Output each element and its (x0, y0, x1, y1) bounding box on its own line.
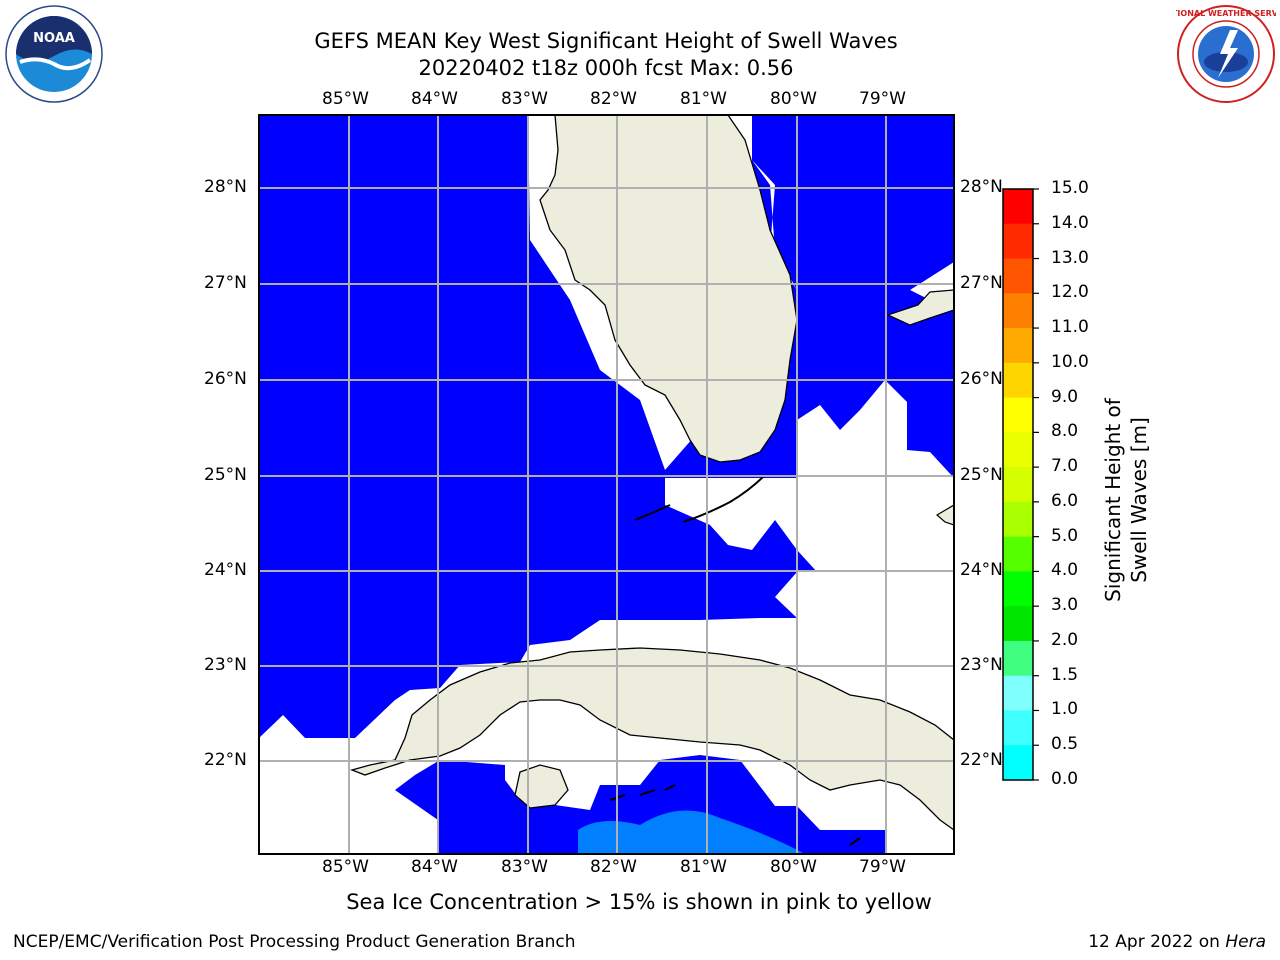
lat-label-left-26n: 26°N (204, 369, 247, 389)
colorbar-tick-label: 1.0 (1051, 699, 1079, 720)
svg-text:NATIONAL WEATHER SERVICE: NATIONAL WEATHER SERVICE (1176, 9, 1276, 18)
colorbar-tick-label: 0.5 (1051, 734, 1079, 755)
colorbar-tick-label: 11.0 (1051, 317, 1089, 338)
colorbar-tick-label: 15.0 (1051, 178, 1089, 198)
lat-label-left-25n: 25°N (204, 465, 247, 485)
colorbar-tick-label: 6.0 (1051, 490, 1079, 511)
lat-label-left-27n: 27°N (204, 273, 247, 293)
colorbar-tick-label: 4.0 (1051, 560, 1079, 581)
florida-landmass (539, 115, 798, 463)
lon-label-top-80w: 80°W (770, 89, 817, 109)
colorbar-swatch (1003, 571, 1033, 607)
lon-label-top-84w: 84°W (411, 89, 458, 109)
lon-label-bottom-81w: 81°W (680, 857, 727, 877)
lon-label-bottom-83w: 83°W (501, 857, 548, 877)
footer-host: Hera (1225, 932, 1266, 952)
lat-label-right-25n: 25°N (960, 465, 1003, 485)
colorbar-swatch (1003, 362, 1033, 399)
lat-label-right-28n: 28°N (960, 177, 1003, 197)
footer-date-text: 12 Apr 2022 on (1088, 932, 1226, 952)
colorbar-swatch (1003, 501, 1033, 538)
lon-label-top-81w: 81°W (680, 89, 727, 109)
colorbar-tick-label: 14.0 (1051, 212, 1089, 233)
bahamas-island-south (935, 504, 954, 526)
graticule (259, 115, 954, 854)
colorbar-tick-label: 8.0 (1051, 421, 1079, 442)
chart-subtitle: 20220402 t18z 000h fcst Max: 0.56 (418, 56, 794, 80)
lat-label-right-23n: 23°N (960, 655, 1003, 675)
florida-keys (634, 474, 766, 523)
colorbar-tick-label: 12.0 (1051, 282, 1089, 303)
lon-label-bottom-79w: 79°W (859, 857, 906, 877)
colorbar-tick-label: 9.0 (1051, 386, 1079, 407)
colorbar-swatch (1003, 536, 1033, 572)
chart-title: GEFS MEAN Key West Significant Height of… (314, 29, 898, 53)
colorbar-swatch (1003, 710, 1033, 746)
colorbar-swatch (1003, 606, 1033, 642)
colorbar-frame (1002, 188, 1034, 781)
lon-label-bottom-84w: 84°W (411, 857, 458, 877)
colorbar-swatch (1003, 432, 1033, 468)
map-frame (258, 114, 955, 855)
lat-label-right-27n: 27°N (960, 273, 1003, 293)
colorbar-swatch (1003, 745, 1033, 781)
lon-label-top-83w: 83°W (501, 89, 548, 109)
colorbar-swatch (1003, 675, 1033, 711)
footer-date: 12 Apr 2022 on Hera (1088, 932, 1266, 952)
national-weather-service-logo: NATIONAL WEATHER SERVICE (1160, 4, 1280, 104)
noaa-logo: NOAA (4, 4, 104, 104)
ocean-swell-0.5-1.0 (578, 810, 805, 854)
colorbar-swatch (1003, 328, 1033, 364)
colorbar-tick-label: 2.0 (1051, 629, 1079, 650)
lon-label-bottom-82w: 82°W (590, 857, 637, 877)
lat-label-left-28n: 28°N (204, 177, 247, 197)
lon-label-top-79w: 79°W (859, 89, 906, 109)
colorbar-tick-label: 5.0 (1051, 525, 1079, 546)
colorbar-tick-label: 13.0 (1051, 247, 1089, 268)
lon-label-top-82w: 82°W (590, 89, 637, 109)
lat-label-left-24n: 24°N (204, 560, 247, 580)
sea-ice-note: Sea Ice Concentration > 15% is shown in … (346, 890, 932, 914)
lat-label-left-23n: 23°N (204, 655, 247, 675)
lat-label-left-22n: 22°N (204, 750, 247, 770)
lon-label-top-85w: 85°W (322, 89, 369, 109)
colorbar-swatch (1003, 223, 1033, 260)
lat-label-right-22n: 22°N (960, 750, 1003, 770)
lon-label-bottom-80w: 80°W (770, 857, 817, 877)
colorbar-swatch (1003, 467, 1033, 503)
colorbar-label: Significant Height of Swell Waves [m] (1101, 398, 1151, 602)
colorbar-tick-label: 0.0 (1051, 769, 1079, 789)
colorbar-swatch (1003, 397, 1033, 433)
svg-text:NOAA: NOAA (33, 31, 75, 46)
colorbar (1003, 188, 1039, 781)
bahamas-island (886, 289, 954, 326)
colorbar-swatch (1003, 258, 1033, 294)
cuba-landmass (349, 647, 954, 831)
colorbar-tick-label: 3.0 (1051, 595, 1079, 616)
map-content (259, 115, 954, 854)
lat-label-right-24n: 24°N (960, 560, 1003, 580)
lon-label-bottom-85w: 85°W (322, 857, 369, 877)
colorbar-swatch (1003, 189, 1033, 225)
lat-label-right-26n: 26°N (960, 369, 1003, 389)
colorbar-swatch (1003, 640, 1033, 677)
colorbar-tick-label: 10.0 (1051, 351, 1089, 372)
colorbar-swatch (1003, 293, 1033, 329)
colorbar-tick-label: 1.5 (1051, 664, 1079, 685)
colorbar-tick-label: 7.0 (1051, 456, 1079, 477)
footer-credit: NCEP/EMC/Verification Post Processing Pr… (13, 932, 576, 952)
